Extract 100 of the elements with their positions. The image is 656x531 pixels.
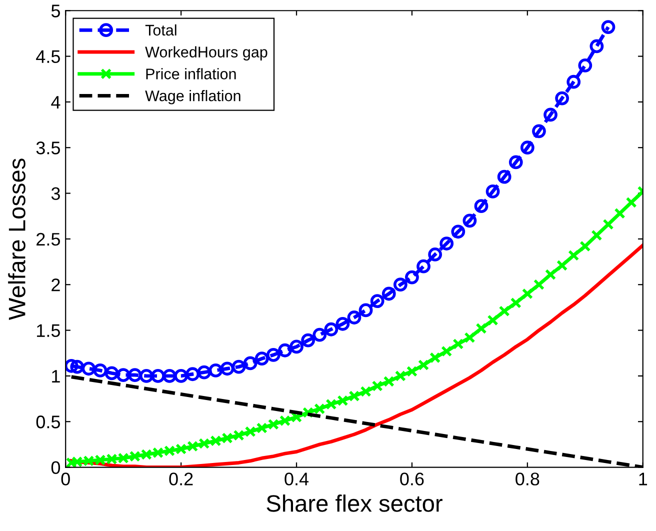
point: [82, 362, 96, 376]
point: [326, 398, 337, 410]
point: [555, 91, 570, 106]
point: [254, 352, 269, 366]
point: [232, 360, 246, 374]
point: [430, 352, 441, 364]
point: [544, 108, 558, 122]
y-tick-label: 5: [51, 4, 60, 18]
point: [462, 214, 477, 228]
x-tick-label: 1: [639, 472, 648, 486]
point: [301, 333, 315, 348]
point: [244, 426, 256, 438]
point: [568, 250, 580, 261]
point: [406, 366, 418, 377]
point: [268, 418, 279, 430]
point: [532, 124, 546, 138]
point: [405, 270, 419, 284]
legend-label: Price inflation: [146, 68, 236, 80]
point: [278, 343, 292, 358]
point: [197, 365, 212, 380]
y-tick-label: 1.5: [37, 324, 60, 337]
point: [66, 358, 78, 373]
point: [266, 348, 280, 362]
point: [336, 316, 350, 331]
point: [544, 269, 556, 280]
point: [324, 322, 338, 336]
y-tick-label: 0.5: [36, 416, 60, 428]
point: [312, 328, 327, 342]
point: [128, 368, 142, 382]
point: [520, 140, 534, 155]
point: [533, 279, 545, 290]
y-tick-label: 1: [52, 370, 60, 382]
point: [174, 369, 188, 383]
line-series: [70, 244, 643, 468]
point: [93, 364, 108, 378]
point: [279, 415, 291, 426]
y-tick-label: 0: [51, 461, 60, 474]
y-tick-label: 3: [51, 187, 60, 200]
y-tick-label: 2.5: [36, 232, 60, 246]
point: [578, 58, 592, 72]
y-tick-label: 4.5: [36, 50, 60, 64]
y-tick-label: 2: [52, 278, 60, 292]
point: [104, 366, 119, 380]
point: [418, 359, 430, 371]
point: [347, 310, 362, 324]
point: [360, 386, 372, 398]
point: [151, 369, 165, 383]
point: [162, 369, 176, 383]
point: [522, 288, 533, 300]
point: [497, 170, 512, 184]
point: [476, 322, 487, 334]
point: [243, 356, 258, 370]
x-tick-label: 0: [61, 472, 70, 486]
y-tick-label: 4: [51, 96, 60, 108]
point: [580, 240, 591, 252]
x-tick-label: 0.4: [284, 472, 309, 486]
point: [474, 199, 488, 214]
x-tick-label: 0.8: [516, 472, 540, 486]
point: [508, 155, 523, 170]
point: [487, 314, 498, 326]
point: [566, 74, 581, 89]
point: [358, 303, 373, 318]
point: [441, 346, 452, 357]
point: [626, 196, 637, 208]
point: [416, 259, 430, 274]
y-axis-title: Welfare Losses: [8, 158, 26, 320]
point: [464, 332, 476, 344]
point: [486, 184, 500, 198]
legend-label: WorkedHours gap: [145, 46, 268, 60]
point: [428, 248, 442, 262]
point: [256, 422, 268, 434]
y-tick-label: 3.5: [36, 142, 60, 154]
point: [498, 306, 510, 317]
point: [382, 286, 396, 301]
point: [208, 364, 223, 378]
point: [590, 39, 604, 54]
point: [116, 368, 130, 382]
point: [348, 390, 360, 402]
x-tick-label: 0.6: [400, 472, 424, 486]
point: [602, 218, 614, 230]
point: [510, 297, 522, 308]
point: [451, 224, 466, 239]
point: [452, 338, 464, 350]
point: [614, 208, 626, 219]
x-tick-label: 0.2: [169, 472, 193, 486]
point: [337, 395, 348, 406]
point: [394, 370, 406, 382]
point: [440, 236, 454, 250]
x-axis-title: Share flex sector: [266, 494, 442, 512]
point: [556, 260, 568, 271]
point: [290, 340, 304, 354]
legend-label: Wage inflation: [145, 90, 240, 104]
point: [601, 20, 616, 34]
point: [591, 230, 602, 241]
point: [314, 403, 326, 414]
point: [139, 369, 154, 383]
legend-label: Total: [145, 24, 176, 36]
point: [370, 294, 384, 308]
point: [393, 278, 408, 292]
point: [186, 367, 200, 382]
